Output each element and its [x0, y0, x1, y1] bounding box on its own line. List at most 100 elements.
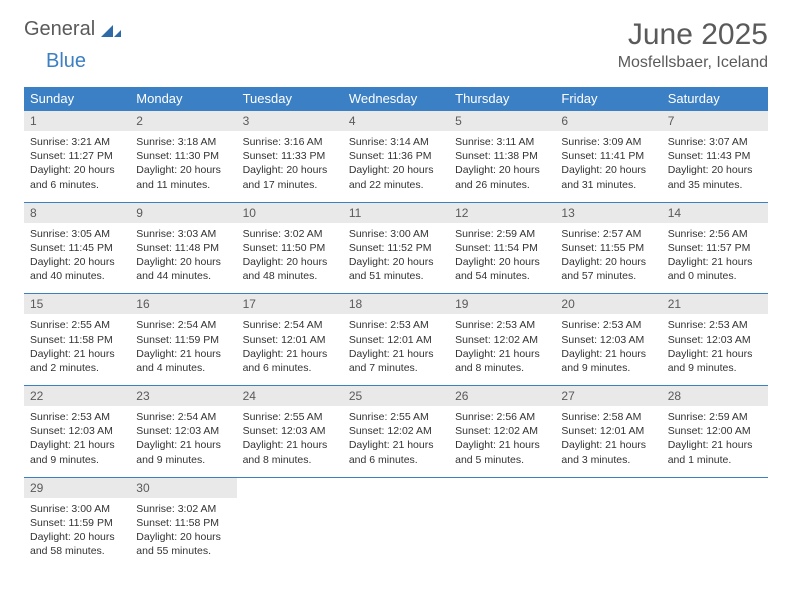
sunrise-text: Sunrise: 3:09 AM: [561, 135, 655, 149]
day-number: 30: [130, 478, 236, 498]
daylight-text: Daylight: 20 hours and 11 minutes.: [136, 163, 230, 191]
day-content: Sunrise: 2:53 AMSunset: 12:03 AMDaylight…: [555, 314, 661, 385]
sunrise-text: Sunrise: 2:54 AM: [136, 318, 230, 332]
day-content: Sunrise: 2:54 AMSunset: 12:01 AMDaylight…: [237, 314, 343, 385]
daylight-text: Daylight: 20 hours and 51 minutes.: [349, 255, 443, 283]
calendar-cell: 6Sunrise: 3:09 AMSunset: 11:41 PMDayligh…: [555, 110, 661, 202]
sunrise-text: Sunrise: 2:57 AM: [561, 227, 655, 241]
sunset-text: Sunset: 12:01 AM: [243, 333, 337, 347]
sunset-text: Sunset: 11:30 PM: [136, 149, 230, 163]
day-content: Sunrise: 2:53 AMSunset: 12:03 AMDaylight…: [24, 406, 130, 477]
sunrise-text: Sunrise: 2:59 AM: [668, 410, 762, 424]
sunset-text: Sunset: 12:03 AM: [30, 424, 124, 438]
daylight-text: Daylight: 20 hours and 22 minutes.: [349, 163, 443, 191]
day-number: 22: [24, 386, 130, 406]
calendar-cell: 27Sunrise: 2:58 AMSunset: 12:01 AMDaylig…: [555, 385, 661, 477]
sunrise-text: Sunrise: 2:59 AM: [455, 227, 549, 241]
day-number: 21: [662, 294, 768, 314]
daylight-text: Daylight: 21 hours and 8 minutes.: [243, 438, 337, 466]
weekday-header: Wednesday: [343, 87, 449, 110]
calendar-cell: [449, 477, 555, 569]
daylight-text: Daylight: 20 hours and 48 minutes.: [243, 255, 337, 283]
calendar-cell: 26Sunrise: 2:56 AMSunset: 12:02 AMDaylig…: [449, 385, 555, 477]
day-number: 26: [449, 386, 555, 406]
daylight-text: Daylight: 21 hours and 8 minutes.: [455, 347, 549, 375]
day-content: Sunrise: 2:53 AMSunset: 12:01 AMDaylight…: [343, 314, 449, 385]
logo-word-2: Blue: [46, 50, 86, 72]
sunrise-text: Sunrise: 3:16 AM: [243, 135, 337, 149]
day-number: 3: [237, 111, 343, 131]
calendar-week-row: 1Sunrise: 3:21 AMSunset: 11:27 PMDayligh…: [24, 110, 768, 202]
day-content: Sunrise: 2:55 AMSunset: 11:58 PMDaylight…: [24, 314, 130, 385]
calendar-cell: 18Sunrise: 2:53 AMSunset: 12:01 AMDaylig…: [343, 293, 449, 385]
day-content: Sunrise: 3:16 AMSunset: 11:33 PMDaylight…: [237, 131, 343, 202]
sunset-text: Sunset: 12:01 AM: [561, 424, 655, 438]
day-content: Sunrise: 2:59 AMSunset: 12:00 AMDaylight…: [662, 406, 768, 477]
day-content: Sunrise: 2:53 AMSunset: 12:02 AMDaylight…: [449, 314, 555, 385]
day-number: 29: [24, 478, 130, 498]
sunset-text: Sunset: 12:01 AM: [349, 333, 443, 347]
calendar-body: 1Sunrise: 3:21 AMSunset: 11:27 PMDayligh…: [24, 110, 768, 568]
calendar-cell: 9Sunrise: 3:03 AMSunset: 11:48 PMDayligh…: [130, 202, 236, 294]
weekday-header: Tuesday: [237, 87, 343, 110]
day-content: Sunrise: 2:56 AMSunset: 12:02 AMDaylight…: [449, 406, 555, 477]
daylight-text: Daylight: 20 hours and 55 minutes.: [136, 530, 230, 558]
calendar-cell: 2Sunrise: 3:18 AMSunset: 11:30 PMDayligh…: [130, 110, 236, 202]
sunrise-text: Sunrise: 3:02 AM: [243, 227, 337, 241]
sunset-text: Sunset: 11:36 PM: [349, 149, 443, 163]
daylight-text: Daylight: 20 hours and 6 minutes.: [30, 163, 124, 191]
daylight-text: Daylight: 21 hours and 9 minutes.: [561, 347, 655, 375]
day-content: Sunrise: 3:02 AMSunset: 11:50 PMDaylight…: [237, 223, 343, 294]
daylight-text: Daylight: 21 hours and 6 minutes.: [349, 438, 443, 466]
sunrise-text: Sunrise: 2:55 AM: [349, 410, 443, 424]
calendar-cell: 11 Sunrise: 3:00 AMSunset: 11:52 PMDaylig…: [343, 202, 449, 294]
sunrise-text: Sunrise: 3:02 AM: [136, 502, 230, 516]
calendar-cell: 21Sunrise: 2:53 AMSunset: 12:03 AMDaylig…: [662, 293, 768, 385]
day-number: 9: [130, 203, 236, 223]
day-content: Sunrise: 2:53 AMSunset: 12:03 AMDaylight…: [662, 314, 768, 385]
day-content: Sunrise: 3:21 AMSunset: 11:27 PMDaylight…: [24, 131, 130, 202]
calendar-cell: 29Sunrise: 3:00 AMSunset: 11:59 PMDaylig…: [24, 477, 130, 569]
sunrise-text: Sunrise: 3:21 AM: [30, 135, 124, 149]
calendar-header-row: Sunday Monday Tuesday Wednesday Thursday…: [24, 87, 768, 110]
sunset-text: Sunset: 11:52 PM: [349, 241, 443, 255]
sunset-text: Sunset: 11:38 PM: [455, 149, 549, 163]
day-content: Sunrise: 2:55 AMSunset: 12:03 AMDaylight…: [237, 406, 343, 477]
sunrise-text: Sunrise: 2:53 AM: [561, 318, 655, 332]
daylight-text: Daylight: 21 hours and 3 minutes.: [561, 438, 655, 466]
day-content: Sunrise: 3:18 AMSunset: 11:30 PMDaylight…: [130, 131, 236, 202]
sunrise-text: Sunrise: 3:18 AM: [136, 135, 230, 149]
calendar-cell: 16Sunrise: 2:54 AMSunset: 11:59 PMDaylig…: [130, 293, 236, 385]
sunrise-text: Sunrise: 3:00 AM: [349, 227, 443, 241]
sunrise-text: Sunrise: 2:53 AM: [455, 318, 549, 332]
daylight-text: Daylight: 21 hours and 4 minutes.: [136, 347, 230, 375]
day-number: 6: [555, 111, 661, 131]
calendar-cell: [343, 477, 449, 569]
daylight-text: Daylight: 21 hours and 9 minutes.: [668, 347, 762, 375]
day-number: 10: [237, 203, 343, 223]
calendar-week-row: 15Sunrise: 2:55 AMSunset: 11:58 PMDaylig…: [24, 293, 768, 385]
sunrise-text: Sunrise: 2:55 AM: [243, 410, 337, 424]
logo-sail-icon: [99, 22, 123, 38]
sunrise-text: Sunrise: 3:00 AM: [30, 502, 124, 516]
sunrise-text: Sunrise: 2:53 AM: [30, 410, 124, 424]
sunset-text: Sunset: 11:58 PM: [136, 516, 230, 530]
day-number: 11: [343, 203, 449, 223]
day-number: 14: [662, 203, 768, 223]
daylight-text: Daylight: 20 hours and 17 minutes.: [243, 163, 337, 191]
day-number: 16: [130, 294, 236, 314]
day-number: 20: [555, 294, 661, 314]
sunset-text: Sunset: 11:45 PM: [30, 241, 124, 255]
calendar-cell: 17Sunrise: 2:54 AMSunset: 12:01 AMDaylig…: [237, 293, 343, 385]
day-number: 28: [662, 386, 768, 406]
day-number: 8: [24, 203, 130, 223]
sunset-text: Sunset: 11:50 PM: [243, 241, 337, 255]
daylight-text: Daylight: 21 hours and 2 minutes.: [30, 347, 124, 375]
page-title: June 2025: [618, 18, 768, 52]
day-content: Sunrise: 3:09 AMSunset: 11:41 PMDaylight…: [555, 131, 661, 202]
calendar-cell: 22Sunrise: 2:53 AMSunset: 12:03 AMDaylig…: [24, 385, 130, 477]
calendar-week-row: 22Sunrise: 2:53 AMSunset: 12:03 AMDaylig…: [24, 385, 768, 477]
day-number: 27: [555, 386, 661, 406]
day-number: 1: [24, 111, 130, 131]
daylight-text: Daylight: 21 hours and 7 minutes.: [349, 347, 443, 375]
